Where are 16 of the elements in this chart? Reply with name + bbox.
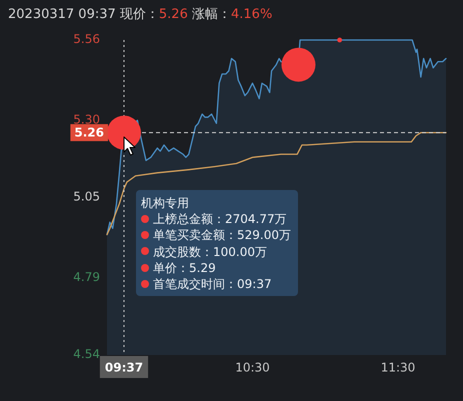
annotation: 机构专用 [141,196,189,210]
annotation: 成交股数：100.00万 [153,244,267,259]
ref-line-label: 5.26 [74,125,104,140]
annotation: 上榜总金额：2704.77万 [153,212,287,226]
annotation: 首笔成交时间：09:37 [153,277,272,292]
y-tick-label: 5.05 [73,190,100,204]
annotation: 单价：5.29 [153,260,216,275]
y-tick-label: 4.79 [73,270,100,284]
y-tick-label: 4.54 [73,347,100,362]
chart-title: 20230317 09:37 现价：5.26 涨幅：4.16% [8,7,272,23]
x-tick-label: 11:30 [380,360,416,374]
y-tick-label: 5.56 [73,32,100,46]
annotation: 单笔买卖金额：529.00万 [153,228,291,242]
y-tick-label: 5.30 [73,112,100,126]
x-tick-label: 09:37 [104,360,144,374]
x-tick-label: 10:30 [235,360,270,374]
